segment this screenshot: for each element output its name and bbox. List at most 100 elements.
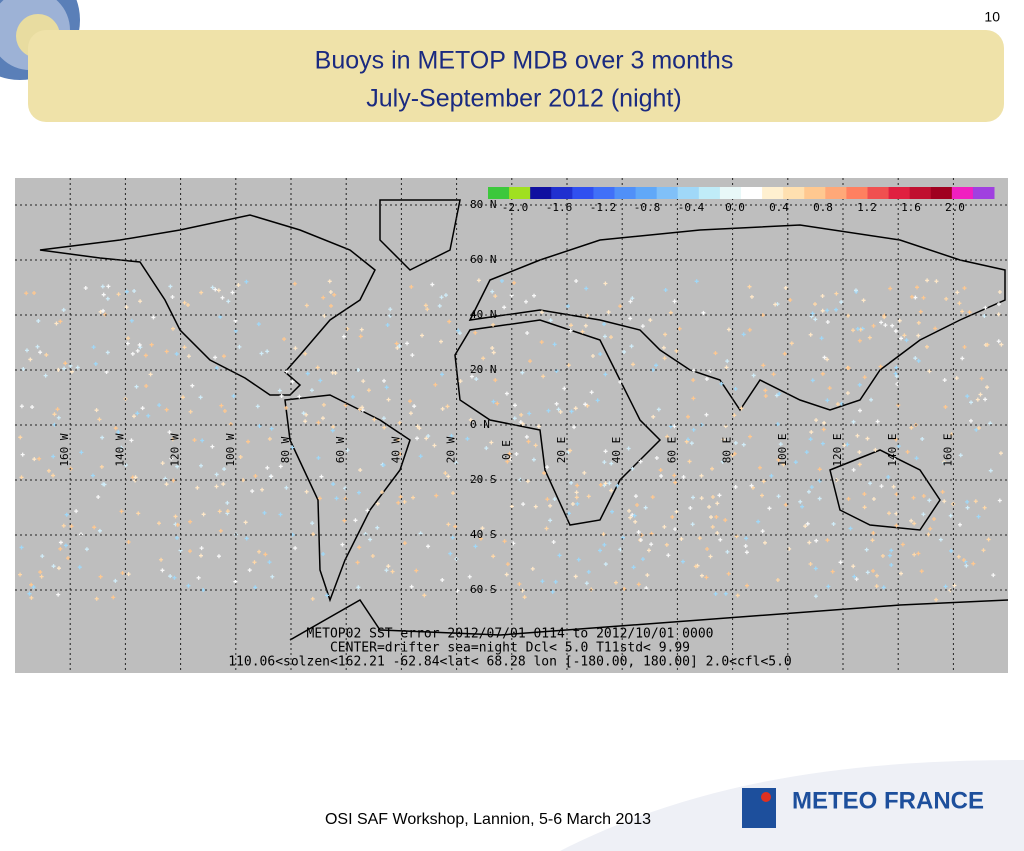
buoy-marker: [181, 395, 186, 400]
buoy-marker: [610, 509, 615, 514]
buoy-marker: [927, 498, 932, 503]
buoy-marker: [636, 582, 641, 587]
buoy-marker: [942, 378, 947, 383]
buoy-marker: [411, 495, 416, 500]
buoy-marker: [875, 419, 880, 424]
buoy-marker: [478, 536, 483, 541]
buoy-marker: [317, 496, 322, 501]
buoy-marker: [636, 530, 641, 535]
buoy-marker: [343, 403, 348, 408]
buoy-marker: [350, 394, 355, 399]
buoy-marker: [309, 388, 314, 393]
buoy-marker: [626, 446, 631, 451]
buoy-marker: [890, 323, 895, 328]
buoy-marker: [102, 482, 107, 487]
buoy-marker: [820, 441, 825, 446]
buoy-marker: [618, 547, 623, 552]
buoy-marker: [331, 482, 336, 487]
buoy-marker: [964, 563, 969, 568]
buoy-marker: [691, 378, 696, 383]
buoy-marker: [446, 474, 451, 479]
buoy-marker: [628, 515, 633, 520]
buoy-marker: [269, 474, 274, 479]
buoy-marker: [24, 348, 29, 353]
buoy-marker: [440, 372, 445, 377]
buoy-marker: [126, 540, 131, 545]
buoy-marker: [63, 361, 68, 366]
buoy-marker: [673, 527, 678, 532]
colorbar-swatch: [804, 187, 826, 199]
colorbar-swatch: [593, 187, 615, 199]
buoy-marker: [715, 501, 720, 506]
buoy-marker: [894, 365, 899, 370]
buoy-marker: [20, 452, 25, 457]
buoy-marker: [93, 361, 98, 366]
buoy-marker: [75, 365, 80, 370]
title-line: Buoys in METOP MDB over 3 months: [315, 47, 734, 75]
buoy-marker: [813, 566, 818, 571]
buoy-marker: [188, 409, 193, 414]
buoy-marker: [762, 540, 767, 545]
logo-emblem-dot: [761, 792, 771, 802]
buoy-marker: [810, 311, 815, 316]
buoy-marker: [668, 310, 673, 315]
buoy-marker: [58, 540, 63, 545]
buoy-marker: [747, 327, 752, 332]
buoy-marker: [699, 496, 704, 501]
buoy-marker: [61, 523, 66, 528]
buoy-marker: [473, 330, 478, 335]
buoy-marker: [238, 454, 243, 459]
buoy-marker: [817, 478, 822, 483]
buoy-marker: [340, 542, 345, 547]
buoy-marker: [820, 371, 825, 376]
colorbar-label: 0.0: [725, 201, 745, 214]
buoy-marker: [749, 294, 754, 299]
buoy-marker: [398, 494, 403, 499]
buoy-marker: [809, 485, 814, 490]
lon-label: 60 E: [665, 437, 678, 464]
buoy-marker: [590, 353, 595, 358]
buoy-marker: [697, 536, 702, 541]
buoy-marker: [198, 395, 203, 400]
buoy-marker: [598, 482, 603, 487]
buoy-marker: [493, 378, 498, 383]
buoy-marker: [562, 386, 567, 391]
buoy-marker: [788, 298, 793, 303]
buoy-marker: [662, 524, 667, 529]
buoy-marker: [899, 571, 904, 576]
buoy-marker: [887, 553, 892, 558]
buoy-marker: [51, 454, 56, 459]
buoy-marker: [551, 540, 556, 545]
buoy-marker: [132, 414, 137, 419]
buoy-marker: [575, 483, 580, 488]
buoy-marker: [58, 319, 63, 324]
buoy-marker: [684, 439, 689, 444]
buoy-marker: [554, 401, 559, 406]
buoy-marker: [685, 414, 690, 419]
buoy-marker: [505, 459, 510, 464]
buoy-marker: [574, 490, 579, 495]
buoy-marker: [886, 475, 891, 480]
buoy-marker: [94, 408, 99, 413]
buoy-marker: [405, 341, 410, 346]
buoy-marker: [509, 504, 514, 509]
buoy-marker: [882, 315, 887, 320]
buoy-marker: [607, 481, 612, 486]
buoy-marker: [514, 451, 519, 456]
buoy-marker: [584, 286, 589, 291]
buoy-marker: [925, 278, 930, 283]
buoy-marker: [744, 536, 749, 541]
buoy-marker: [218, 528, 223, 533]
buoy-marker: [744, 550, 749, 555]
buoy-marker: [19, 475, 24, 480]
buoy-marker: [689, 441, 694, 446]
buoy-marker: [62, 366, 67, 371]
buoy-marker: [725, 359, 730, 364]
buoy-marker: [550, 589, 555, 594]
buoy-marker: [474, 377, 479, 382]
lat-label: 20 N: [470, 363, 497, 376]
buoy-marker: [870, 538, 875, 543]
buoy-marker: [214, 366, 219, 371]
buoy-marker: [944, 296, 949, 301]
south-america: [284, 394, 411, 603]
